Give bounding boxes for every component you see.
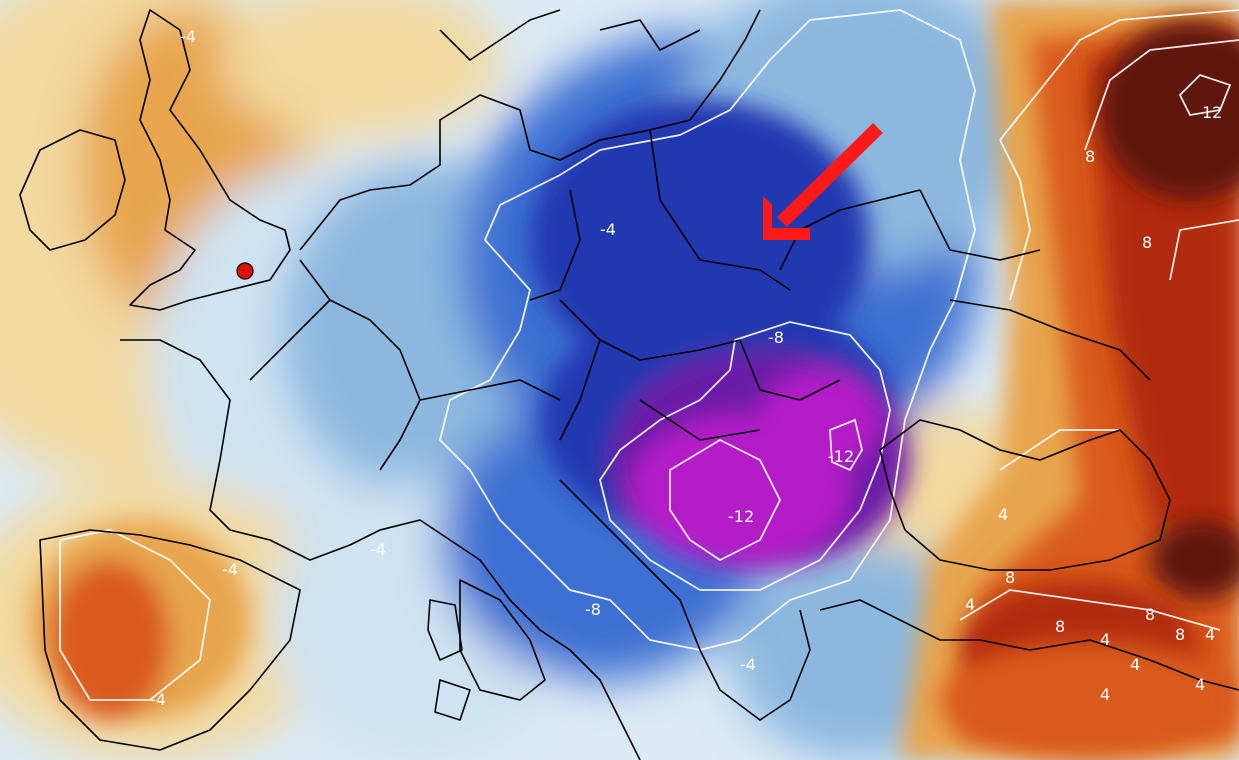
contour-plus8-turkey <box>959 589 1221 631</box>
contour-minus12-core <box>669 438 782 562</box>
contour-minus8-core <box>599 321 891 591</box>
ireland-outline <box>19 129 126 251</box>
field-dark-red-russia <box>1100 20 1239 200</box>
arrow-shaft <box>777 122 883 228</box>
contour-plus4-iberia <box>59 529 211 701</box>
contour-label: 8 <box>1145 605 1155 624</box>
contour-label: -4 <box>600 220 616 239</box>
contour-plus4-east <box>999 9 1239 471</box>
contour-label: 4 <box>1100 685 1110 704</box>
italy-peninsula <box>459 579 546 701</box>
red-dot-marker <box>236 262 254 280</box>
contour-label: -4 <box>180 27 196 46</box>
field-orange-turkey <box>940 640 1239 760</box>
contour-label: 8 <box>1005 568 1015 587</box>
contour-label: -4 <box>150 690 166 709</box>
contour-label: 4 <box>965 595 975 614</box>
contour-label: 8 <box>1142 233 1152 252</box>
contour-label: 4 <box>1195 675 1205 694</box>
black-sea-outline <box>879 419 1171 571</box>
contour-label: -4 <box>740 655 756 674</box>
contour-plus12-east <box>1178 73 1232 116</box>
contour-label-layer: -4 -8 -12 -12 -8 -4 -4 -4 -4 -4 8 12 8 4… <box>150 27 1222 709</box>
field-warm-north-sea <box>220 0 500 140</box>
field-magenta-east <box>760 370 880 470</box>
adriatic-balkan-coast <box>559 479 811 721</box>
contour-label: -12 <box>728 507 754 526</box>
coastlines-and-borders <box>19 9 1239 760</box>
contour-minus4-central <box>439 9 976 651</box>
scandinavia-coast <box>439 9 701 61</box>
field-orange-portugal <box>50 560 170 720</box>
contour-plus8-east <box>1084 39 1239 281</box>
contour-label: 8 <box>1175 625 1185 644</box>
contour-label: -8 <box>585 600 601 619</box>
contour-minus12-east <box>829 418 863 472</box>
west-borders <box>249 259 561 471</box>
iberia-outline <box>39 529 301 751</box>
red-arrow-pointer <box>763 122 883 240</box>
contour-label: 12 <box>1202 103 1222 122</box>
contour-lines <box>59 9 1239 701</box>
contour-label: -8 <box>768 328 784 347</box>
contour-label: -12 <box>828 447 854 466</box>
anatolia-coast <box>819 599 1239 691</box>
contour-label: 8 <box>1085 147 1095 166</box>
contour-label: 4 <box>1100 630 1110 649</box>
contour-label: -4 <box>222 560 238 579</box>
field-dark-red-caucasus <box>1150 520 1239 600</box>
contour-label: 4 <box>1205 625 1215 644</box>
north-coast <box>299 9 761 251</box>
corsica-sardinia <box>427 599 471 721</box>
south-france-italy-coast <box>120 339 641 760</box>
great-britain-outline <box>129 9 291 311</box>
contour-label: -4 <box>370 540 386 559</box>
contour-label: 4 <box>1130 655 1140 674</box>
country-borders <box>529 129 1151 441</box>
contour-label: 8 <box>1055 617 1065 636</box>
contour-label: 4 <box>998 505 1008 524</box>
arrow-head <box>763 196 810 240</box>
